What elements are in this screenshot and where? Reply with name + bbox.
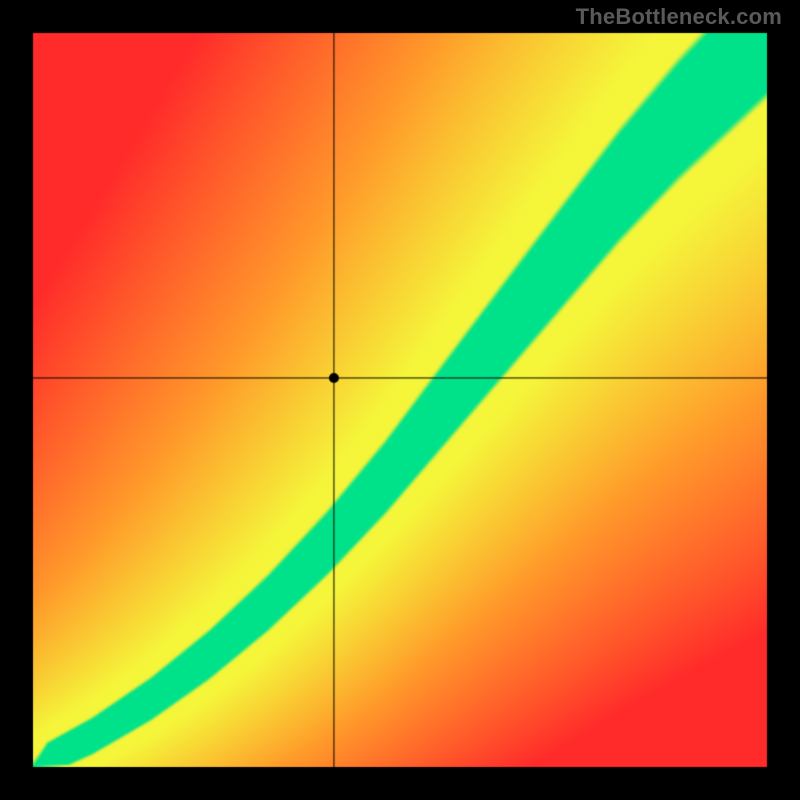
watermark-text: TheBottleneck.com xyxy=(576,4,782,30)
heatmap-canvas xyxy=(0,0,800,800)
chart-container: TheBottleneck.com xyxy=(0,0,800,800)
